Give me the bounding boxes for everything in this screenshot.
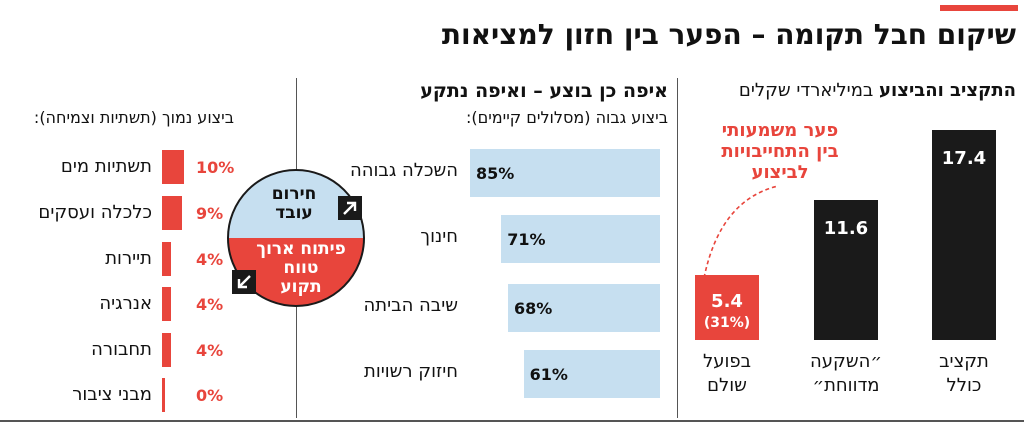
title-accent-bar — [940, 5, 1018, 11]
budget-title-bold: התקציב והביצוע — [879, 80, 1016, 101]
low-bar — [162, 242, 171, 276]
high-bar-value: 68% — [514, 299, 553, 318]
panel-divider-right — [677, 78, 678, 418]
legend-bottom-line-2: טווח — [283, 258, 319, 278]
low-bar-value: 9% — [196, 204, 224, 223]
legend-bottom-line-1: פיתוח ארוך — [256, 239, 346, 259]
high-bar — [508, 284, 660, 332]
legend-bottom-text: פיתוח ארוך טווח תקוע — [246, 240, 356, 297]
budget-category-line: מדווחת״ — [812, 375, 880, 396]
budget-bar — [932, 130, 996, 340]
page-title: שיקום חבל תקומה – הפער בין חזון למציאות — [441, 18, 1016, 51]
low-bar-value: 4% — [196, 295, 224, 314]
high-category-label: חיזוק רשויות — [364, 361, 458, 382]
low-bar — [162, 196, 182, 230]
low-category-label: תשתיות מים — [60, 156, 152, 177]
high-bar-value: 61% — [529, 365, 568, 384]
high-bar — [523, 350, 660, 398]
high-category-label: שיבה הביתה — [363, 295, 458, 316]
budget-category-line: בפועל — [702, 351, 752, 372]
budget-bar — [695, 274, 759, 340]
low-category-label: מבני ציבור — [72, 384, 152, 405]
high-category-label: השכלה גבוהה — [350, 160, 458, 181]
legend-top-line-1: חירום — [271, 184, 317, 204]
budget-category-label: ״השקעה מדווחת״ — [796, 350, 896, 398]
budget-category-line: כולל — [946, 375, 982, 396]
budget-bar-percent: (31%) — [703, 314, 751, 331]
low-category-label: תחבורה — [91, 339, 152, 360]
high-category-label: חינוך — [420, 226, 458, 247]
legend-circle-top-half — [228, 170, 364, 238]
high-panel-subtitle: ביצוע גבוה (מסלולים קיימים): — [465, 108, 668, 127]
arrow-down-left-icon — [232, 270, 256, 294]
low-bar — [162, 333, 171, 367]
budget-bar-value: 11.6 — [823, 218, 869, 239]
budget-category-label: בפועל שולם — [677, 350, 777, 398]
low-bar — [162, 378, 165, 412]
arrow-up-right-icon — [338, 196, 362, 220]
budget-category-label: תקציב כולל — [914, 350, 1014, 398]
high-bar — [501, 215, 660, 263]
gap-annotation-line-2: בין התחייבויות — [721, 141, 839, 162]
low-category-label: כלכלה ועסקים — [38, 202, 152, 223]
high-bar — [470, 149, 660, 197]
budget-category-line: שולם — [707, 375, 747, 396]
legend-circle-shape — [227, 169, 365, 307]
gap-annotation-line-1: פער משמעותי — [721, 120, 839, 141]
budget-bar-value: 5.4 — [711, 290, 743, 312]
budget-category-line: ״השקעה — [810, 351, 882, 372]
low-bar-value: 4% — [196, 250, 224, 269]
legend-top-line-2: עובד — [275, 203, 313, 223]
legend-circle-outline — [227, 169, 365, 307]
gap-annotation-curve — [703, 185, 779, 279]
gap-annotation-line-3: לביצוע — [751, 162, 809, 183]
budget-panel-title: התקציב והביצוע במיליארדי שקלים — [739, 80, 1016, 101]
budget-category-line: תקציב — [939, 351, 989, 372]
low-bar-value: 0% — [196, 386, 224, 405]
legend-circle-bottom-half — [228, 238, 364, 306]
low-category-label: אנרגיה — [99, 293, 152, 314]
budget-bar-value: 17.4 — [941, 148, 987, 169]
low-category-label: תיירות — [105, 248, 152, 269]
low-bar-value: 10% — [196, 158, 235, 177]
budget-title-rest: במיליארדי שקלים — [738, 80, 880, 101]
bottom-rule — [0, 420, 1024, 422]
low-panel-subtitle: ביצוע נמוך (תשתיות וצמיחה): — [33, 108, 234, 127]
low-bar — [162, 287, 171, 321]
budget-bar — [814, 200, 878, 340]
legend-top-text: חירום עובד — [256, 185, 332, 223]
low-bar — [162, 150, 184, 184]
legend-bottom-line-3: תקוע — [280, 277, 322, 297]
gap-annotation: פער משמעותי בין התחייבויות לביצוע — [690, 120, 870, 183]
high-bar-value: 71% — [507, 230, 546, 249]
high-panel-title: איפה כן בוצע – ואיפה נתקע — [420, 80, 668, 102]
low-bar-value: 4% — [196, 341, 224, 360]
high-bar-value: 85% — [476, 164, 515, 183]
